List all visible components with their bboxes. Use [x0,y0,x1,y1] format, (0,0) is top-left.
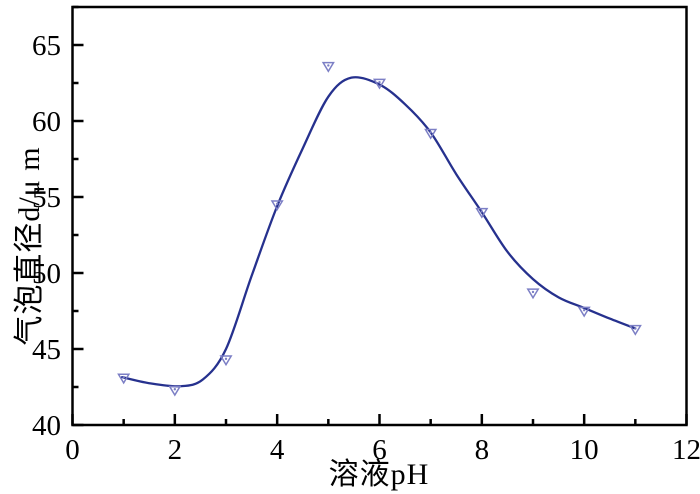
y-tick-label: 60 [32,106,61,138]
data-point-marker [475,207,489,219]
data-point-center-dot [122,375,125,379]
x-tick-label: 0 [65,434,80,466]
data-point-center-dot [531,290,535,294]
x-tick-label: 2 [168,434,183,466]
y-tick-label: 50 [32,258,61,290]
data-point-marker [219,355,233,367]
x-tick-label: 10 [570,434,599,466]
y-tick-label: 45 [32,334,61,366]
data-point-marker [424,128,438,140]
data-point-marker [628,324,642,336]
data-point-marker [526,288,540,300]
data-point-center-dot [275,202,279,205]
plot-frame [71,5,688,427]
x-tick-label: 12 [672,434,700,466]
data-point-marker [372,78,387,90]
x-tick-label: 4 [270,434,285,466]
y-axis-title: 气泡直径d/μ m [13,146,46,346]
x-tick-label: 6 [372,434,387,466]
y-tick-label: 40 [32,410,61,442]
data-point-marker [117,373,131,385]
data-point-marker [577,306,591,318]
data-point-center-dot [634,327,637,330]
data-point-center-dot [224,357,228,361]
y-tick-label: 65 [32,30,61,62]
data-point-center-dot [378,81,381,84]
data-point-center-dot [582,309,586,312]
data-point-center-dot [173,388,177,391]
data-point-marker [168,385,182,397]
data-point-marker [270,200,284,212]
data-point-center-dot [429,131,432,134]
x-tick-label: 8 [475,434,490,466]
x-axis-title: 溶液pH [328,458,430,491]
data-point-center-dot [480,210,484,213]
data-point-marker [321,61,335,73]
data-point-center-dot [327,64,330,67]
y-tick-label: 55 [32,182,61,214]
fit-curve [120,76,637,388]
